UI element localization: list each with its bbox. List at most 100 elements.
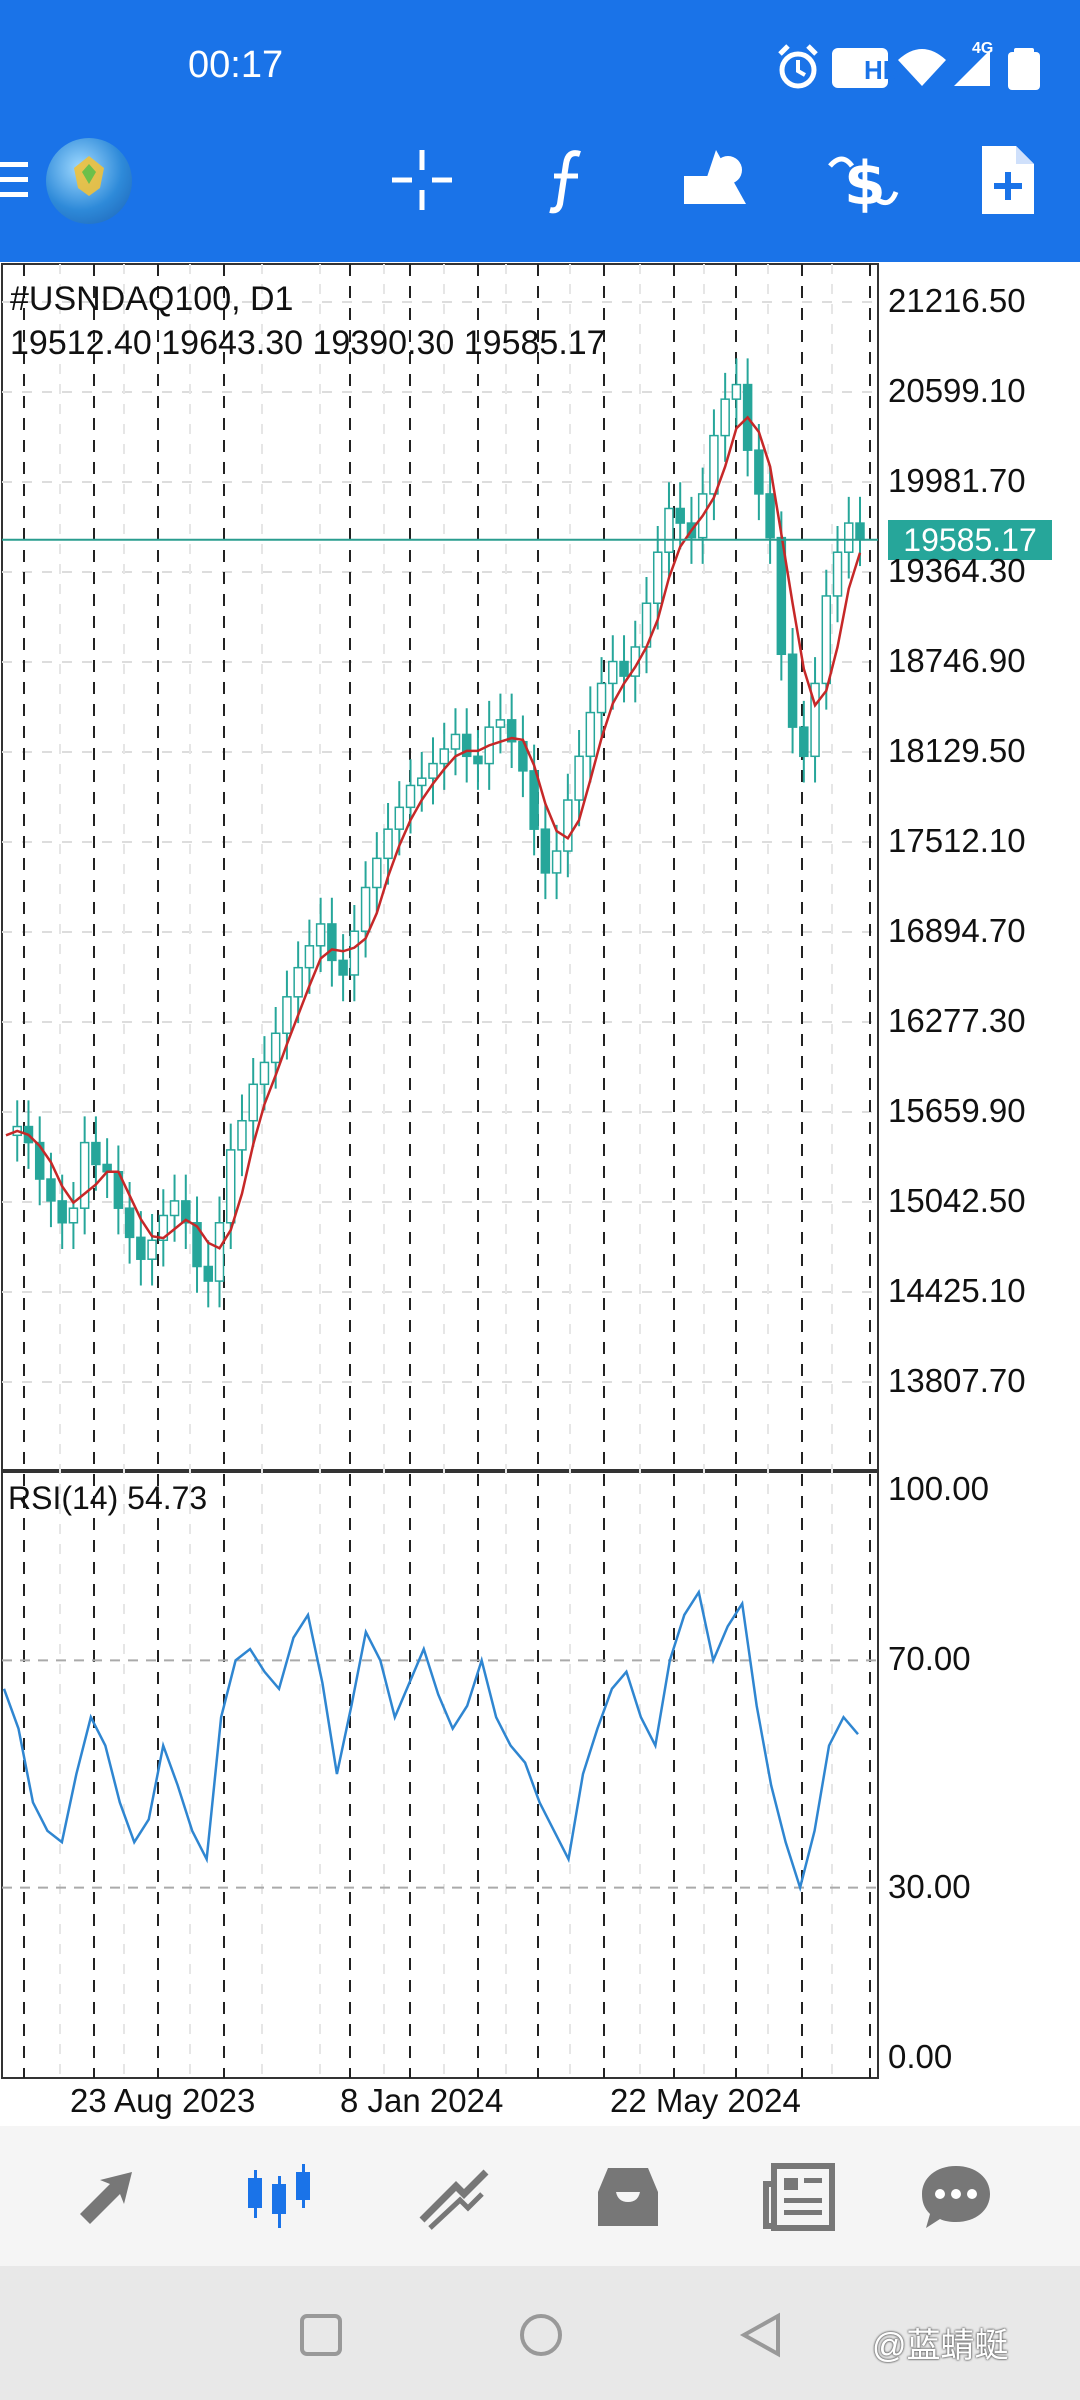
price-axis-label: 18129.50 (888, 732, 1026, 769)
candle-body (563, 799, 573, 852)
candle-body (709, 434, 719, 495)
candle-body (304, 945, 315, 969)
price-axis-label: 21216.50 (888, 282, 1026, 319)
hd-icon (832, 48, 888, 88)
price-axis-label: 19364.30 (888, 552, 1026, 589)
candle-body (473, 755, 483, 765)
candle-body (787, 653, 798, 728)
menu-icon[interactable] (0, 160, 32, 200)
rsi-line (2, 1588, 859, 1893)
candle-body (461, 733, 472, 758)
candle-body (596, 682, 607, 714)
date-axis-label: 22 May 2024 (610, 2082, 801, 2119)
price-axis-label: 17512.10 (888, 822, 1026, 859)
candle-body (608, 660, 618, 685)
chart-icon[interactable] (242, 2160, 318, 2236)
4g-signal-icon (954, 50, 990, 86)
price-axis-label: 14425.10 (888, 1272, 1026, 1309)
symbol-title: #USNDAQ100, D1 (10, 280, 294, 318)
candle-body (765, 493, 775, 539)
back-button[interactable] (738, 2310, 784, 2365)
candle-body (270, 1032, 281, 1064)
messages-icon[interactable] (918, 2160, 994, 2236)
candle-body (754, 449, 764, 495)
rsi-axis-label: 30.00 (888, 1867, 971, 1905)
chart-canvas[interactable] (0, 262, 1080, 2126)
trade-icon[interactable] (416, 2160, 492, 2236)
price-axis-label: 19981.70 (888, 462, 1026, 499)
app-bar (0, 0, 1080, 262)
current-price-tag: 19585.17 (888, 519, 1052, 560)
home-button[interactable] (518, 2312, 564, 2363)
candle-body (619, 660, 629, 677)
rsi-axis-label: 100.00 (888, 1470, 989, 1507)
candle-body (844, 522, 854, 553)
candle-body (810, 682, 820, 758)
candle-body (855, 522, 865, 541)
rsi-title: RSI(14) 54.73 (8, 1480, 208, 1516)
crosshair-icon[interactable] (382, 140, 462, 220)
candle-body (832, 551, 843, 597)
wifi-icon (898, 49, 946, 86)
rsi-axis-label: 0.00 (888, 2038, 953, 2075)
candle-body (181, 1200, 191, 1224)
candle-body (57, 1200, 67, 1224)
candle-body (574, 755, 584, 801)
main-plot-frame (1, 263, 879, 1471)
candle-body (79, 1141, 90, 1209)
moving-average-line (5, 415, 862, 1250)
price-axis-label: 13807.70 (888, 1362, 1026, 1399)
candle-body (529, 770, 539, 830)
watermark: @蓝蜻蜓 (872, 2327, 1009, 2365)
candle-body (428, 762, 438, 779)
candle-body (585, 711, 596, 758)
candle-body (147, 1239, 157, 1260)
candle-body (383, 828, 393, 860)
candle-body (46, 1178, 56, 1202)
history-icon[interactable] (590, 2160, 666, 2236)
candle-body (91, 1141, 101, 1166)
candle-body (68, 1207, 79, 1224)
candle-body (675, 507, 685, 524)
indicator-f-icon[interactable] (528, 140, 608, 220)
svg-text:$: $ (844, 149, 886, 219)
candle-body (248, 1083, 258, 1122)
date-axis-label: 23 Aug 2023 (70, 2082, 256, 2119)
candle-body (136, 1236, 146, 1260)
candle-body (372, 857, 382, 889)
candle-body (327, 923, 337, 962)
candle-body (652, 551, 663, 604)
objects-icon[interactable] (676, 140, 756, 220)
candle-body (405, 784, 416, 809)
candle-body (394, 806, 405, 830)
candle-body (495, 719, 506, 728)
candle-body (237, 1119, 247, 1151)
net-label: 4G (972, 40, 994, 57)
new-document-icon[interactable] (968, 140, 1048, 220)
candle-body (259, 1061, 270, 1086)
rsi-plot-frame (1, 1471, 879, 2079)
candle-body (203, 1265, 214, 1282)
quotes-icon[interactable] (70, 2160, 146, 2236)
symbol-dollar-icon[interactable]: $ (822, 140, 902, 220)
rsi-axis-label: 70.00 (888, 1640, 971, 1678)
candle-body (225, 1149, 236, 1224)
candle-body (450, 733, 461, 750)
candle-body (664, 507, 674, 553)
candle-body (540, 828, 551, 874)
status-icons (776, 40, 1056, 96)
candle-body (349, 930, 360, 976)
status-time: 00:17 (188, 44, 284, 86)
recents-button[interactable] (298, 2312, 344, 2363)
candle-body (506, 719, 517, 743)
hd-label: HD (864, 55, 902, 85)
candle-body (293, 966, 303, 998)
news-icon[interactable] (762, 2160, 838, 2236)
candle-body (282, 996, 292, 1035)
candle-body (214, 1222, 225, 1282)
candle-body (192, 1222, 202, 1268)
mt-logo-icon[interactable] (46, 138, 132, 224)
candle-body (34, 1141, 45, 1180)
ohlc-values: 19512.40 19643.30 19390.30 19585.17 (10, 324, 606, 362)
candle-body (417, 777, 427, 787)
